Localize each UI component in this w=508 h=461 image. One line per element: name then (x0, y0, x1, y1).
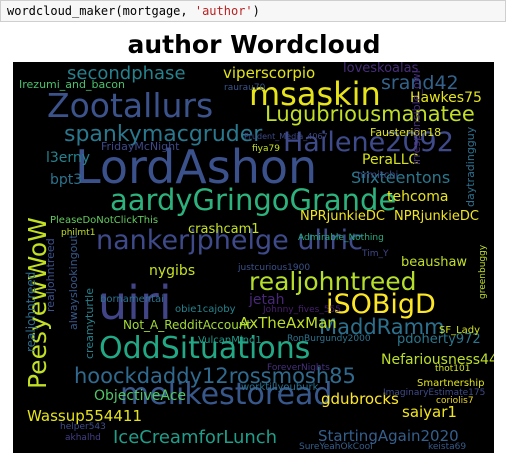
word-spankymac: spankymacgruder (64, 122, 263, 147)
word-zootallurs: Zootallurs (47, 86, 214, 125)
word-oddsituations: OddSituations (99, 331, 311, 366)
word-thot101: thot101 (435, 364, 471, 374)
word-ronburgundy: RonBurgundy2000 (287, 334, 371, 344)
word-sureyeah: SureYeahOkCool (299, 442, 373, 452)
word-beaushaw: beaushaw (401, 255, 468, 270)
word-icecream: IceCreamforLunch (113, 427, 278, 448)
word-johnnyfives: Johnny_fives_555 (263, 305, 341, 315)
word-hawkes75: Hawkes75 (410, 90, 482, 106)
word-sflady: SF_Lady (439, 325, 481, 336)
word-nygibs: nygibs (149, 263, 196, 279)
word-viperscorpio: viperscorpio (223, 64, 316, 82)
word-saiyar1: saiyar1 (402, 403, 457, 421)
word-uiri: uiri (98, 276, 172, 330)
word-philmt1: philmt1 (61, 228, 96, 238)
word-obie1cajoby: obie1cajoby (175, 304, 236, 315)
word-bornamentai: bornamentai (100, 294, 164, 305)
word-nefarious: Nefariousness4477 (381, 352, 494, 368)
word-justcurious: justcurious1900 (238, 263, 311, 273)
word-admirable: Admirable_Nothing (298, 233, 384, 243)
code-suffix: ) (252, 4, 260, 18)
word-irezumi: Irezumi_and_bacon (19, 78, 125, 91)
wordcloud-canvas: LordAshon uiri aardyGringoGrande nankerjphe… (13, 62, 494, 453)
word-loveskoalas: loveskoalas (343, 62, 419, 76)
word-srand42: srand42 (381, 72, 459, 94)
word-realjohntreed: realjohntreed (249, 267, 417, 296)
word-timy: Tim_Y (362, 249, 389, 259)
word-msaskin: msaskin (249, 75, 381, 113)
word-nrmitchi: nrmitchi (357, 170, 399, 181)
word-axtheaxman: AxTheAxMan (239, 314, 337, 332)
word-siixteentons: Siixteentons (351, 168, 451, 187)
word-worktill: worktillyouburk (241, 382, 319, 393)
word-haliene2092: Hailene2092 (283, 127, 454, 158)
word-creamyturtle: creamyturtle (83, 287, 96, 359)
word-fausterion: Fausterion18 (370, 126, 442, 139)
word-irresponsible: irresponsible_owl (410, 70, 423, 165)
word-imaginary: ImaginaryEstimate175 (383, 388, 486, 398)
word-jetah: jetah (249, 292, 285, 308)
code-cell[interactable]: wordcloud_maker(mortgage, 'author') (0, 0, 506, 22)
word-wassup: Wassup554411 (27, 407, 142, 425)
word-lugubrious: Lugubriousmanatee (265, 102, 475, 126)
word-pleasedonot: PleaseDoNotClickThis (50, 215, 159, 226)
word-startingagain: StartingAgain2020 (318, 427, 459, 445)
word-crashcam1: crashcam1 (188, 222, 260, 237)
word-smartnership: Smartnership (417, 378, 485, 389)
word-vulcanmind: VulcanMind1 (198, 335, 262, 346)
word-npr1: NPRjunkieDC (300, 209, 385, 224)
word-perallc: PeraLLC (362, 152, 419, 168)
word-bpt3: bpt3 (50, 172, 83, 188)
word-hoockdaddy: hoockdaddy12rossmosh85 (74, 364, 356, 388)
figure-title: author Wordcloud (127, 30, 381, 59)
word-rjvert2: realjohntreed (44, 238, 57, 312)
word-npr2: NPRjunkieDC (394, 209, 479, 224)
word-gdubrocks: gdubrocks (321, 390, 399, 408)
code-prefix: wordcloud_maker(mortgage, (7, 4, 195, 18)
word-secondphase: secondphase (67, 63, 186, 84)
word-tehcoma: tehcoma (387, 189, 449, 205)
word-daytradingguy: daytradingguy (464, 126, 477, 207)
word-keista: keista69 (428, 442, 467, 452)
word-forevernights: ForeverNights (267, 363, 330, 373)
word-prudent: Prudent_Media_4067 (244, 132, 328, 141)
word-akhalhd: akhalhd (65, 433, 101, 443)
code-line: wordcloud_maker(mortgage, 'author') (7, 4, 260, 18)
word-maddramm: MaddRamm (319, 315, 445, 339)
word-notareddit: Not_A_RedditAccount (123, 318, 252, 332)
word-lordashon: LordAshon (75, 140, 318, 194)
word-fiya79: fiya79 (252, 144, 280, 154)
word-coriolis: coriolis7 (436, 396, 474, 406)
word-13erny: l3erny (46, 150, 91, 166)
code-string: 'author' (194, 4, 253, 18)
word-pdoherty: pdoherty972 (397, 332, 481, 347)
word-nankerjphelge: nankerjphelge ullric (96, 225, 363, 256)
word-alwayslooking: alwayslookingout (67, 234, 80, 330)
word-raurau70: raurau70 (224, 83, 266, 93)
word-greenbuggy: greenbuggy (478, 244, 488, 299)
word-fridaymcnight: FridayMcNight (101, 140, 180, 153)
word-rjvert1: realjohntreed (24, 271, 38, 352)
word-melikestoread: melikestoread (120, 377, 333, 412)
word-gringogrande: aardyGringoGrande (110, 183, 397, 217)
word-objectiveace: ObjectiveAce (94, 388, 187, 404)
word-helper543: helper543 (60, 422, 106, 432)
word-isobigd: iSOBigD (326, 289, 436, 320)
